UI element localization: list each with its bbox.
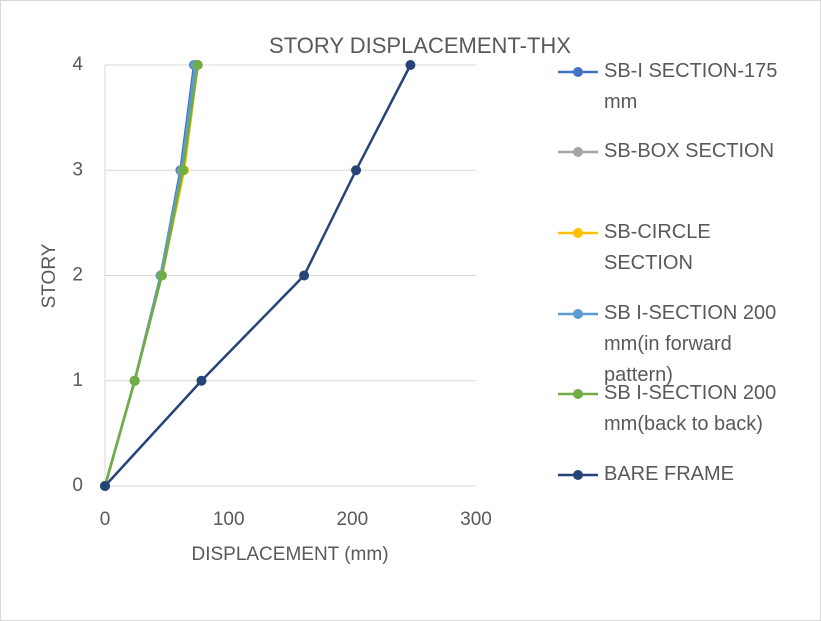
data-point: [156, 270, 167, 281]
legend-label: SB-BOX SECTION: [604, 140, 775, 162]
x-tick-label: 0: [100, 509, 111, 530]
legend-marker: [573, 228, 583, 238]
data-point: [100, 481, 110, 491]
legend-marker: [573, 389, 583, 399]
data-point: [196, 375, 207, 386]
y-axis-label: STORY: [39, 243, 60, 308]
legend-marker: [573, 309, 583, 319]
legend-marker: [573, 470, 583, 480]
y-tick-label: 2: [72, 265, 83, 286]
legend-label: SB-CIRCLE SECTION: [604, 221, 711, 274]
y-tick-label: 1: [72, 370, 83, 391]
legend-label: SB I-SECTION 200 mm(in forward pattern): [604, 302, 777, 386]
chart-title: STORY DISPLACEMENT-THX: [269, 33, 571, 58]
x-axis-label: DISPLACEMENT (mm): [191, 544, 388, 565]
legend-marker: [573, 147, 583, 157]
x-tick-label: 100: [213, 509, 245, 530]
legend-label: SB I-SECTION 200 mm(back to back): [604, 382, 777, 435]
legend-label: SB-I SECTION-175 mm: [604, 60, 778, 113]
y-tick-label: 3: [72, 159, 83, 180]
data-point: [129, 375, 140, 386]
data-point: [192, 60, 203, 70]
y-tick-label: 4: [72, 54, 83, 75]
data-point: [405, 60, 416, 70]
legend-marker: [573, 67, 583, 77]
x-tick-label: 200: [336, 509, 368, 530]
data-point: [351, 165, 362, 176]
y-tick-label: 0: [72, 475, 83, 496]
legend-label: BARE FRAME: [604, 463, 735, 485]
data-point: [299, 270, 310, 281]
x-tick-label: 300: [460, 509, 492, 530]
data-point: [177, 165, 188, 176]
